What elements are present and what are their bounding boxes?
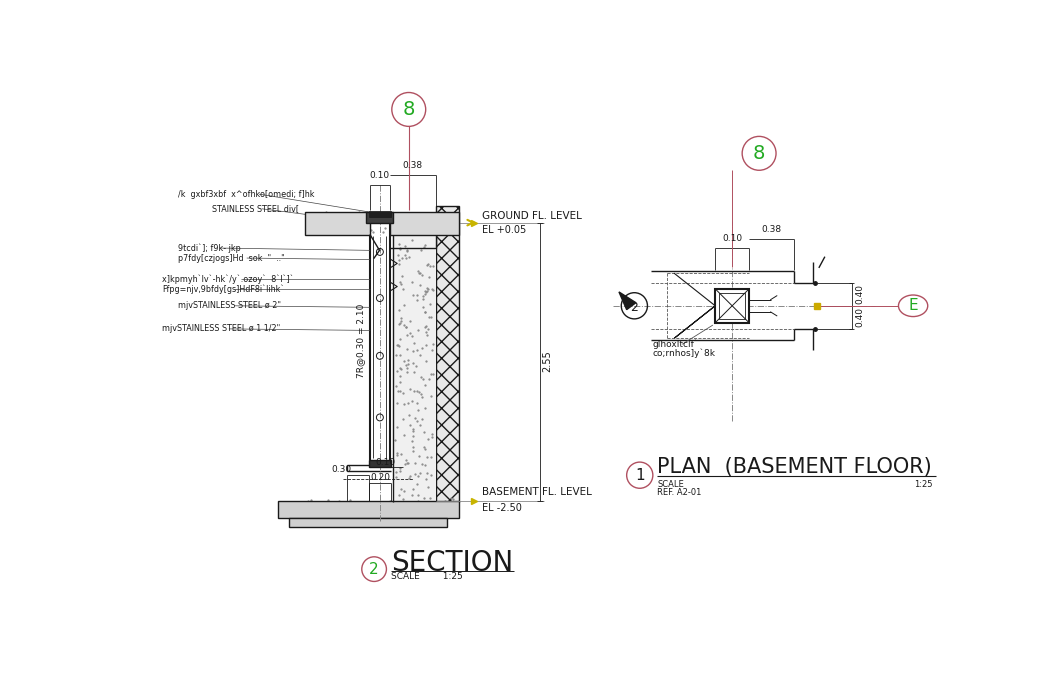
Text: 0.10: 0.10 [370,172,390,180]
Bar [435,206,459,502]
Text: mjvSTAINLESS STEEL ø 1 1/2": mjvSTAINLESS STEEL ø 1 1/2" [162,324,280,334]
Text: BASEMENT FL. LEVEL: BASEMENT FL. LEVEL [482,487,592,497]
Text: 0.38: 0.38 [402,161,423,170]
Text: 0.10: 0.10 [722,234,742,242]
Text: glhoxltclf`: glhoxltclf` [653,340,699,349]
Text: x]kpmyh`lv`-hk`/y`.ozoy`  8`l`]`: x]kpmyh`lv`-hk`/y`.ozoy` 8`l`]` [162,274,294,283]
Bar [715,289,749,323]
Text: 0.10: 0.10 [376,458,396,466]
Text: 2.55: 2.55 [542,351,552,373]
Text: 1:25: 1:25 [914,480,932,489]
Text: 7R@0.30 = 2.10: 7R@0.30 = 2.10 [357,303,365,378]
Bar [369,460,391,467]
Bar [278,501,459,518]
Text: STAINLESS STEEL div[: STAINLESS STEEL div[ [212,204,299,213]
Text: GROUND FL. LEVEL: GROUND FL. LEVEL [482,210,582,221]
Text: E: E [908,298,918,313]
Text: EL -2.50: EL -2.50 [482,503,521,513]
Text: 1: 1 [635,468,645,483]
Text: SECTION: SECTION [391,549,513,577]
Text: EL +0.05: EL +0.05 [482,225,526,236]
Text: 9tcdi`]; f9k- jkp: 9tcdi`]; f9k- jkp [177,243,240,253]
Text: SCALE: SCALE [657,480,684,489]
Bar [719,293,746,319]
Bar [390,212,459,235]
Text: co;rnhos]y`8k: co;rnhos]y`8k [653,349,716,358]
Text: Ffpg=njv,9bfdy[gs]HdF8i`lihk`: Ffpg=njv,9bfdy[gs]HdF8i`lihk` [162,284,285,294]
Text: 0.38: 0.38 [761,225,782,234]
Text: PLAN  (BASEMENT FLOOR): PLAN (BASEMENT FLOOR) [657,458,932,477]
Text: 0.20: 0.20 [370,473,390,482]
Text: mjvSTAINLESS STEEL ø 2": mjvSTAINLESS STEEL ø 2" [177,301,280,311]
Text: 2: 2 [370,562,379,577]
Text: p7fdy[czjogs]Hd  sok  "  ..": p7fdy[czjogs]Hd sok " .." [177,253,285,263]
Text: SCALE        1:25: SCALE 1:25 [391,571,463,581]
Bar [366,212,393,223]
Text: 0.30: 0.30 [331,465,352,474]
Text: 2: 2 [631,301,638,314]
Text: /k  gxbf3xbf  x^ofhko[omedi; f]hk: /k gxbf3xbf x^ofhko[omedi; f]hk [177,189,314,199]
Bar [393,221,435,502]
Polygon shape [619,292,636,310]
Bar [369,211,391,217]
Text: 8: 8 [753,144,766,163]
Text: 0.40: 0.40 [855,307,864,328]
Bar [290,518,447,527]
Text: 0.40: 0.40 [855,284,864,304]
Bar [305,212,371,235]
Text: 8: 8 [402,100,415,119]
Text: REF. A2-01: REF. A2-01 [657,488,702,496]
